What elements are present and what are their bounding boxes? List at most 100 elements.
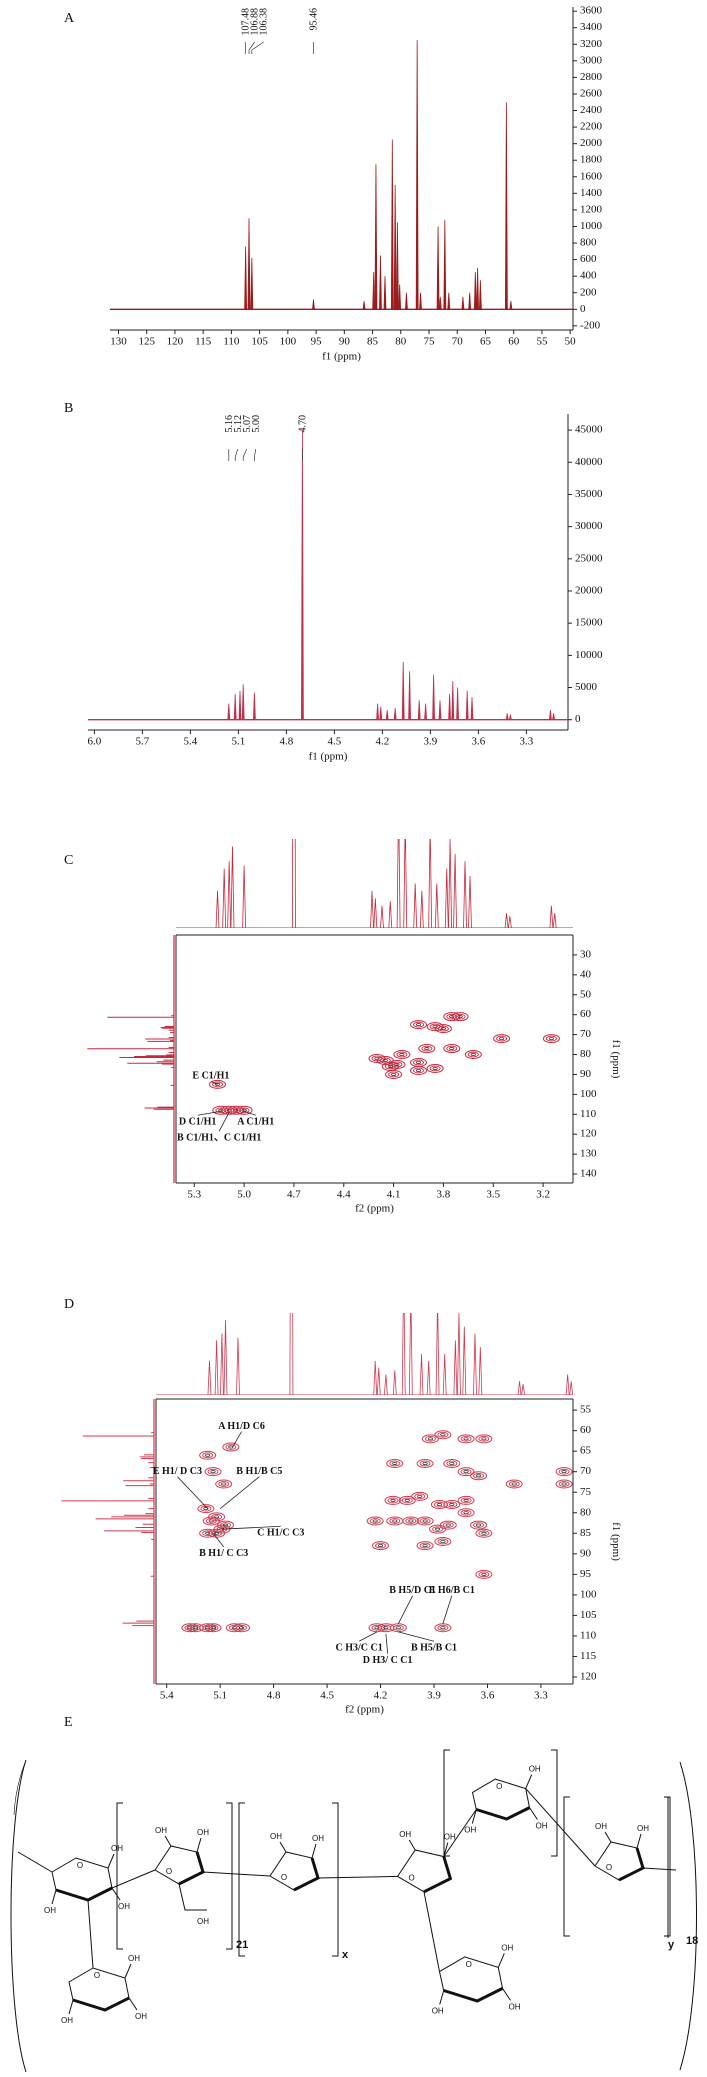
panel-title: E <box>64 1715 73 1730</box>
contour-ring <box>213 1531 220 1535</box>
contour-ring <box>211 1514 223 1520</box>
contour-ring <box>475 1474 482 1478</box>
cross-peak <box>475 1528 493 1538</box>
annotation-leader <box>398 1595 413 1624</box>
peak-label: 95.46 <box>308 8 319 31</box>
contour-ring <box>414 1493 426 1500</box>
contour-ring <box>470 1053 476 1057</box>
projection-peak <box>207 1360 212 1395</box>
peak <box>438 296 442 310</box>
structure: E O OH OH OH O OH OH OH O OH OH O OH OH O OH OH O OH OH OH O OH… <box>10 1715 698 2073</box>
cross-peak <box>443 1500 461 1510</box>
cross-peak <box>402 1516 420 1526</box>
x-tick-label: 4.2 <box>376 736 390 748</box>
bond <box>116 1802 123 1950</box>
peak <box>395 222 399 310</box>
peak <box>372 272 376 310</box>
contour-ring <box>508 1481 520 1487</box>
contour-ring <box>446 1501 458 1508</box>
contour-ring <box>433 1501 445 1508</box>
peak <box>509 300 513 310</box>
bond <box>107 1853 115 1869</box>
bond <box>497 1953 505 1968</box>
x-tick-label: 4.4 <box>337 1189 351 1201</box>
projection-peak <box>457 1313 461 1395</box>
atom-label: OH <box>464 1826 476 1835</box>
atom-label: OH <box>118 1902 130 1911</box>
x-tick-label: 3.3 <box>534 1690 548 1702</box>
cross-peak <box>457 1508 475 1518</box>
peak <box>312 299 315 310</box>
cross-peak <box>199 1623 217 1633</box>
annotation-leader <box>212 1533 225 1548</box>
bond <box>51 1889 57 1905</box>
contour-ring <box>371 1624 383 1631</box>
subscript: x <box>342 1949 349 1961</box>
peak <box>393 185 397 310</box>
annotation: C H3/C C1 <box>336 1643 383 1654</box>
atom-label: OH <box>44 1906 56 1915</box>
x-tick-label: 4.8 <box>280 736 294 748</box>
contour-ring <box>437 1025 449 1032</box>
y-tick-label: 100 <box>580 1088 597 1100</box>
cross-peak <box>186 1623 204 1633</box>
peak <box>385 710 389 721</box>
peak <box>390 139 394 310</box>
contour-ring <box>233 1108 239 1112</box>
peak <box>432 674 436 721</box>
x-tick-label: 4.5 <box>328 736 342 748</box>
cross-peak <box>199 1528 217 1538</box>
x-tick-label: 70 <box>452 336 464 348</box>
contour-ring <box>436 1503 442 1507</box>
x-tick-label: 4.1 <box>387 1189 401 1201</box>
annotation-leader <box>385 1633 389 1654</box>
y-tick-label: 40 <box>580 968 592 980</box>
contour-ring <box>457 1015 463 1019</box>
annotation: E H6/B C1 <box>429 1585 475 1596</box>
projection-peak <box>521 1384 525 1395</box>
y-tick-label: 75 <box>580 1486 592 1498</box>
peak <box>393 708 397 721</box>
cross-peak <box>212 1105 230 1115</box>
cross-peak <box>451 1012 469 1022</box>
bond <box>68 1999 74 2015</box>
atom-label: O <box>77 1861 83 1870</box>
contour-ring <box>449 1461 455 1465</box>
cross-peak <box>475 1569 493 1579</box>
projection-peak <box>517 1381 522 1395</box>
bond <box>475 1806 531 1821</box>
y-tick-label: 50 <box>580 988 592 1000</box>
bond <box>128 1997 138 2011</box>
bond <box>72 1996 130 2012</box>
projection-peak <box>453 1340 458 1395</box>
panel: B 6.0 5.7 5.4 5.1 4.8 4.5 4.2 3.9 3.6 3.3 0 5000 1000… <box>64 401 603 763</box>
contour-ring <box>238 1626 245 1630</box>
contour-ring <box>442 1522 454 1528</box>
peak-label: 106.88 <box>250 8 261 36</box>
peak <box>300 430 304 721</box>
peak <box>383 276 387 310</box>
peak <box>247 218 251 310</box>
x-tick-label: 105 <box>251 336 268 348</box>
contour-ring <box>392 1624 404 1631</box>
contour-ring <box>388 1071 400 1078</box>
x-tick-label: 3.3 <box>520 736 534 748</box>
cross-peak <box>209 1079 227 1089</box>
cross-peak <box>418 1044 436 1054</box>
contour-ring <box>440 1540 446 1544</box>
y-tick-label: 0 <box>580 303 586 315</box>
y-tick-label: 110 <box>580 1108 597 1120</box>
contour-ring <box>210 1626 216 1630</box>
cross-peak <box>393 1050 411 1060</box>
annotation-leader <box>177 1476 208 1509</box>
peak <box>508 714 512 721</box>
x-axis-label: f2 (ppm) <box>345 1704 384 1716</box>
contour-ring <box>189 1624 201 1631</box>
peak <box>443 219 447 310</box>
contour-ring <box>413 1067 424 1074</box>
contour-ring <box>389 1460 401 1467</box>
x-tick-label: 125 <box>138 336 155 348</box>
peak-label-leader <box>234 448 239 461</box>
cross-peak <box>470 1520 488 1530</box>
y-tick-label: 80 <box>580 1048 592 1060</box>
